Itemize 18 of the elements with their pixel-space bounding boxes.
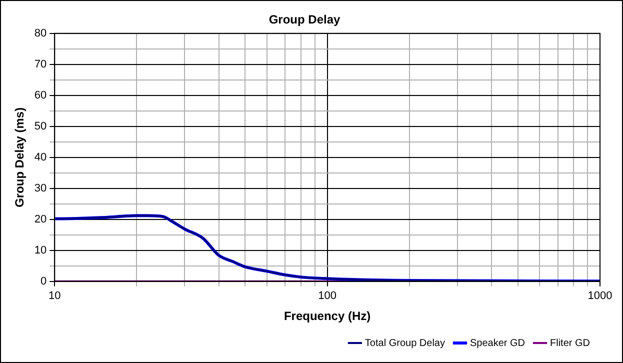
- legend-label: Total Group Delay: [364, 338, 445, 349]
- y-tick-label: 10: [34, 244, 47, 256]
- y-tick-label: 30: [34, 182, 47, 194]
- y-tick-label: 0: [40, 275, 47, 288]
- y-tick-label: 70: [34, 58, 47, 70]
- legend-label: Speaker GD: [470, 338, 526, 349]
- y-tick-label: 20: [34, 213, 47, 226]
- y-tick-label: 50: [34, 120, 47, 132]
- x-axis-title: Frequency (Hz): [284, 309, 371, 324]
- chart-title: Group Delay: [268, 12, 340, 27]
- y-tick-label: 40: [34, 151, 47, 164]
- y-axis-title: Group Delay (ms): [12, 107, 27, 208]
- y-tick-label: 80: [34, 27, 47, 40]
- y-tick-label: 60: [34, 89, 47, 102]
- x-tick-label: 1000: [588, 290, 612, 302]
- x-tick-label: 100: [318, 290, 336, 302]
- x-tick-label: 10: [48, 290, 61, 302]
- legend-label: Fliter GD: [550, 338, 590, 349]
